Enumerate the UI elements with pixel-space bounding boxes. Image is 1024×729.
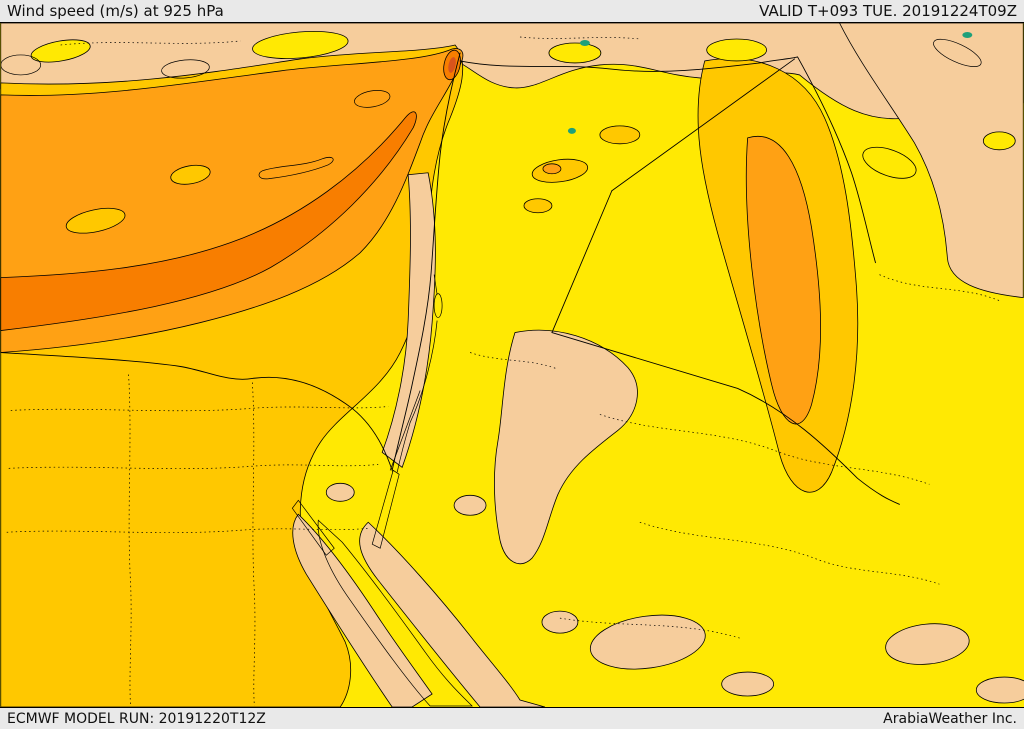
credit-label: ArabiaWeather Inc.: [883, 710, 1017, 727]
contour-yellow-patch-turkey-2: [252, 30, 349, 59]
contour-yellow-patch-northeast-2: [982, 131, 1016, 151]
contour-tan-patch-south-2: [721, 671, 775, 697]
contour-deep-orange-band: [0, 111, 417, 331]
border-iraq-iran: [797, 56, 876, 264]
dotted-border-egypt-3: [6, 527, 369, 533]
dotted-border-egypt-1: [10, 406, 389, 412]
mediterranean-calm-patch-2: [354, 90, 391, 108]
weather-map: [0, 23, 1024, 707]
dotted-border-saudi-3: [559, 617, 740, 639]
dotted-border-egypt-4: [128, 374, 132, 707]
border-jordan-iraq: [551, 190, 613, 333]
contour-tan-patch-saudi: [453, 494, 487, 516]
lake-northeast: [962, 31, 973, 38]
border-egypt-israel: [389, 390, 421, 471]
contour-tan-patch-southeast-1: [885, 623, 970, 665]
contour-tan-patch-southeast-2: [975, 676, 1024, 704]
contour-tan-patch-south-3: [541, 610, 579, 634]
aegean-calm-patch: [0, 54, 42, 76]
gulf-of-aqaba: [371, 469, 400, 549]
contour-orange-east-band-core: [745, 135, 821, 425]
cyprus-outline: [258, 157, 334, 180]
coastline-levant-egypt: [0, 52, 461, 473]
border-israel-jordan-rift: [396, 274, 438, 473]
dotted-border-jordan: [469, 352, 557, 369]
contour-tan-patch-sinai: [325, 482, 355, 502]
border-turkey-syria: [459, 56, 799, 72]
header-bar: Wind speed (m/s) at 925 hPa VALID T+093 …: [0, 0, 1024, 23]
lake-turkey-1: [579, 39, 590, 46]
contour-tan-red-sea-east-coast: [359, 521, 546, 707]
border-syria-iraq: [611, 58, 796, 192]
contour-tan-northeast: [839, 23, 1024, 299]
dotted-border-saudi-2: [639, 521, 940, 585]
contour-gold-patch-syria-3: [523, 198, 553, 214]
contour-orange-dot-syria: [542, 163, 562, 175]
map-area: [0, 23, 1024, 707]
contour-yellow-patch-northeast-1: [862, 146, 917, 179]
red-sea: [317, 519, 473, 707]
dotted-border-iraq: [879, 274, 1000, 301]
border-jordan-saudi: [551, 332, 900, 505]
footer-bar: ECMWF MODEL RUN: 20191220T12Z ArabiaWeat…: [0, 707, 1024, 729]
gulf-of-suez: [291, 499, 335, 556]
contour-yellow-patch-turkey-4: [706, 38, 768, 62]
mediterranean-calm-patch-1: [161, 59, 210, 79]
lake-assad: [567, 127, 576, 134]
map-title: Wind speed (m/s) at 925 hPa: [7, 2, 224, 20]
model-run-label: ECMWF MODEL RUN: 20191220T12Z: [7, 710, 266, 727]
dotted-border-turkey-1: [60, 40, 241, 46]
dead-sea: [433, 293, 443, 318]
contour-hotspot-syria-coast: [448, 57, 456, 73]
contour-gold-patch-mediterranean: [170, 164, 211, 185]
valid-time-label: VALID T+093 TUE. 20191224T09Z: [759, 2, 1017, 20]
contour-gold-patch-syria-2: [599, 125, 641, 145]
contour-tan-patch-south-1: [589, 614, 706, 670]
dotted-border-saudi-1: [599, 414, 930, 485]
contour-yellow-patch-turkey-3: [548, 42, 602, 64]
contour-gold-patch-egypt-sea: [65, 207, 126, 234]
calm-patch-northeast: [933, 38, 982, 67]
contour-tan-central: [494, 329, 638, 564]
